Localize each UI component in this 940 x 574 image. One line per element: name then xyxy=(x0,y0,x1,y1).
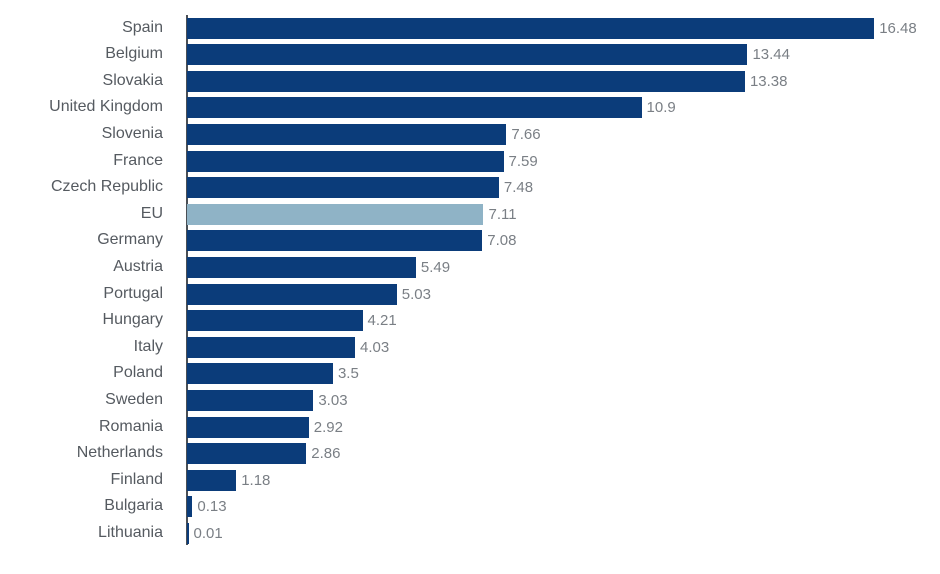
value-label: 13.38 xyxy=(749,72,788,90)
value-label: 2.86 xyxy=(311,445,341,463)
bar-row: Romania 2.92 xyxy=(0,414,940,441)
category-label: Italy xyxy=(133,337,163,355)
bar xyxy=(187,177,499,199)
value-label: 7.11 xyxy=(488,205,517,223)
value-label: 4.21 xyxy=(367,312,397,330)
category-label: Slovakia xyxy=(102,71,163,89)
bar-row: Czech Republic 7.48 xyxy=(0,174,940,201)
bar xyxy=(187,256,416,278)
value-label: 7.59 xyxy=(508,152,538,170)
value-label: 0.01 xyxy=(193,524,223,542)
bar-row: Belgium 13.44 xyxy=(0,41,940,68)
category-label: EU xyxy=(140,204,163,222)
value-label: 7.48 xyxy=(503,179,534,197)
value-label: 7.08 xyxy=(487,232,517,250)
bar xyxy=(187,230,483,252)
bar xyxy=(187,363,333,385)
value-label: 0.13 xyxy=(197,498,227,516)
bar xyxy=(187,123,507,145)
category-label: Belgium xyxy=(105,45,163,63)
bar-row: France 7.59 xyxy=(0,148,940,175)
bar-row: EU 7.11 xyxy=(0,201,940,228)
category-label: Bulgaria xyxy=(104,497,163,515)
category-label: Poland xyxy=(113,364,163,382)
bar-row: Austria 5.49 xyxy=(0,254,940,281)
bar-row: Spain 16.48 xyxy=(0,15,940,42)
bar-row: Finland 1.18 xyxy=(0,467,940,494)
y-axis-line xyxy=(186,15,188,545)
bar-row: Slovakia 13.38 xyxy=(0,68,940,95)
category-label: Romania xyxy=(98,417,163,435)
bar xyxy=(187,97,642,119)
bar-row: Bulgaria 0.13 xyxy=(0,493,940,520)
category-label: Lithuania xyxy=(98,523,163,541)
category-label: Finland xyxy=(110,470,163,488)
category-label: United Kingdom xyxy=(49,98,163,116)
value-label: 10.9 xyxy=(646,99,676,117)
category-label: France xyxy=(113,151,163,169)
bar-row: United Kingdom 10.9 xyxy=(0,94,940,121)
category-label: Portugal xyxy=(103,284,163,302)
bar-row: Germany 7.08 xyxy=(0,227,940,254)
value-label: 5.49 xyxy=(420,258,451,276)
bar xyxy=(187,17,875,39)
value-label: 3.5 xyxy=(337,365,359,383)
category-label: Netherlands xyxy=(76,444,163,462)
bar xyxy=(187,336,356,358)
category-label: Germany xyxy=(97,231,163,249)
bar-row: Hungary 4.21 xyxy=(0,307,940,334)
bar xyxy=(187,150,504,172)
bar-highlight xyxy=(187,203,484,225)
value-label: 1.18 xyxy=(241,471,271,489)
bar-row: Italy 4.03 xyxy=(0,334,940,361)
bar-row: Poland 3.5 xyxy=(0,360,940,387)
bar xyxy=(187,522,189,544)
bar xyxy=(187,70,745,92)
value-label: 4.03 xyxy=(360,338,390,356)
category-label: Hungary xyxy=(102,311,163,329)
bar xyxy=(187,389,314,411)
bar-row: Slovenia 7.66 xyxy=(0,121,940,148)
value-label: 16.48 xyxy=(879,19,917,37)
bar-row: Sweden 3.03 xyxy=(0,387,940,414)
bar-row: Lithuania 0.01 xyxy=(0,520,940,547)
bar xyxy=(187,416,309,438)
bar xyxy=(187,496,193,518)
category-label: Czech Republic xyxy=(50,178,163,196)
value-label: 3.03 xyxy=(318,391,348,409)
category-label: Spain xyxy=(122,18,163,36)
bar-row: Portugal 5.03 xyxy=(0,281,940,308)
value-label: 2.92 xyxy=(313,418,343,436)
bar-row: Netherlands 2.86 xyxy=(0,440,940,467)
bar xyxy=(187,44,748,66)
bar xyxy=(187,283,397,305)
value-label: 7.66 xyxy=(511,125,541,143)
category-label: Austria xyxy=(113,257,163,275)
value-label: 5.03 xyxy=(401,285,431,303)
bar xyxy=(187,310,363,332)
category-label: Slovenia xyxy=(101,124,163,142)
value-label: 13.44 xyxy=(752,46,790,64)
category-label: Sweden xyxy=(105,390,163,408)
bar xyxy=(187,443,307,465)
bar xyxy=(187,469,237,491)
